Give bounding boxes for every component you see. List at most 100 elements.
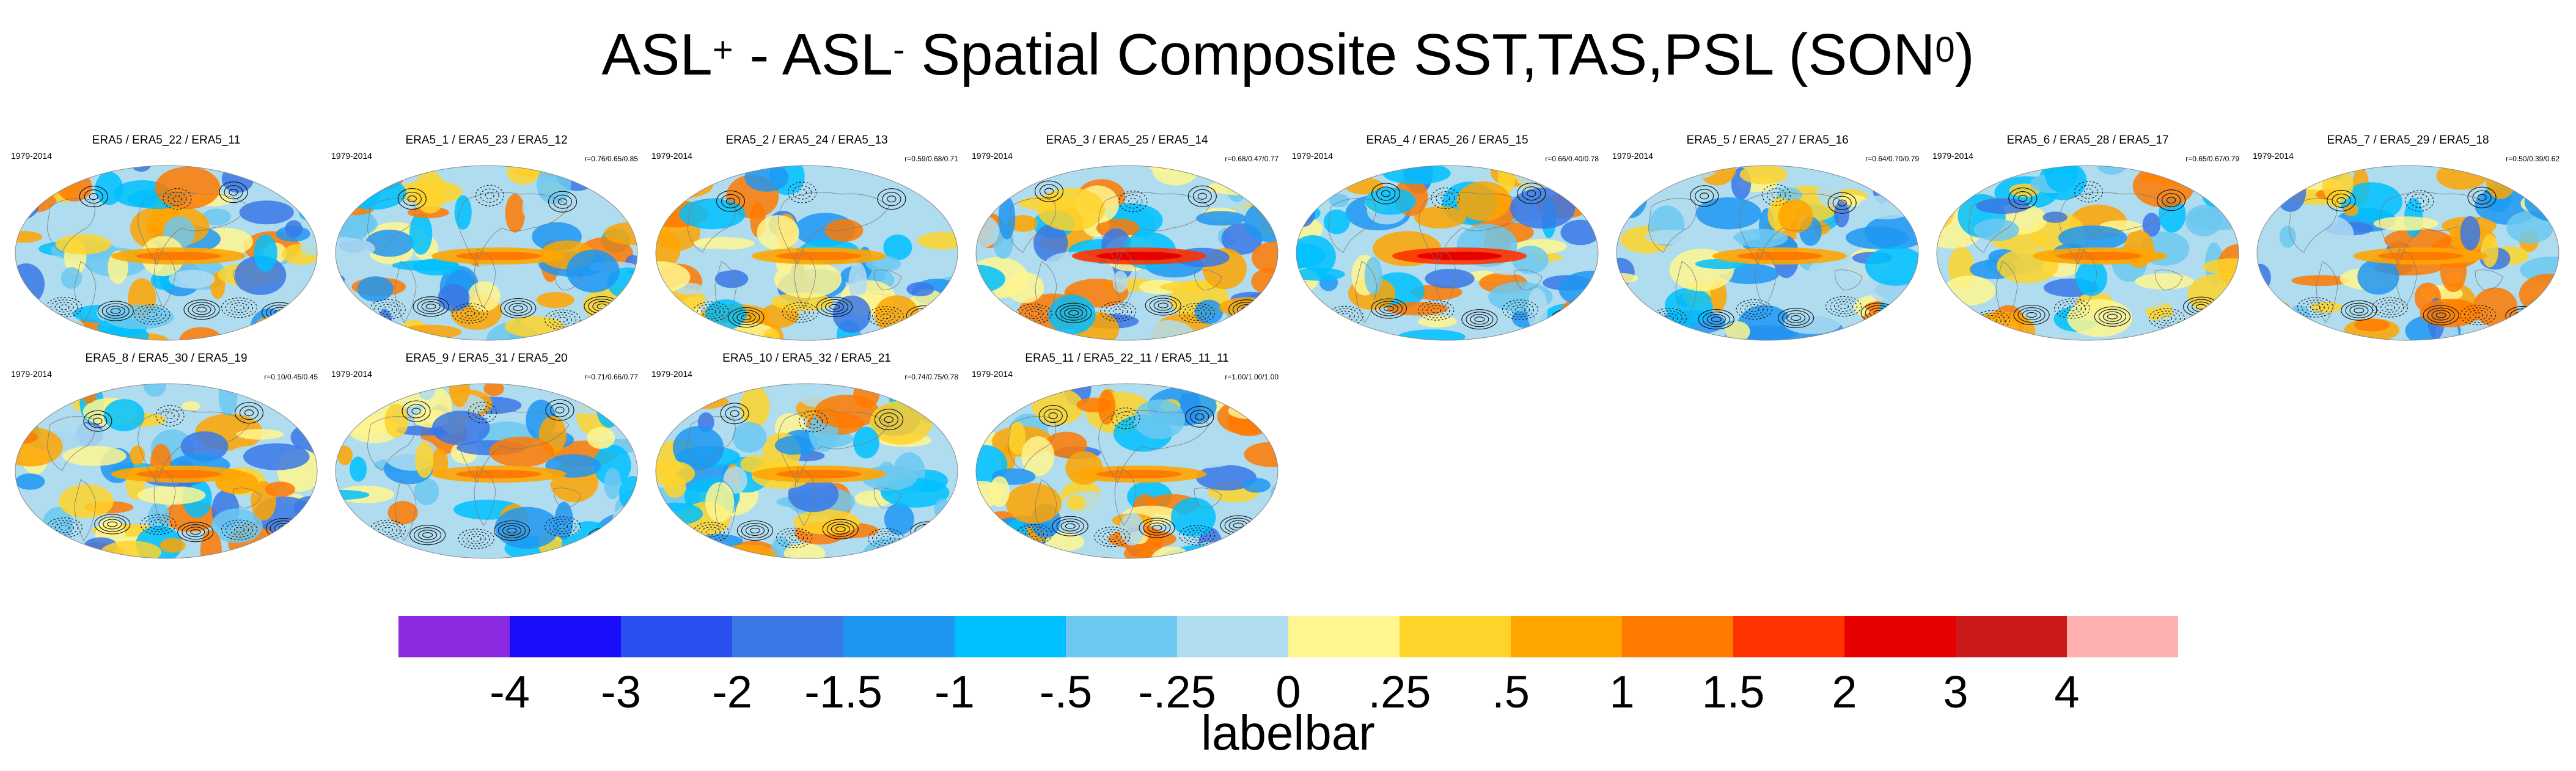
coastline [1098,192,1210,265]
anomaly-blob [59,484,114,519]
psl-contour [89,193,98,200]
psl-contour [2464,307,2492,323]
equatorial-band-core [1737,252,1822,260]
equatorial-band-core [2377,252,2463,260]
map-outline [1936,165,2239,341]
anomaly-blob [726,166,757,173]
panel-title: ERA5 / ERA5_22 / ERA5_11 [92,134,241,147]
psl-contour [1555,311,1583,327]
anomaly-blob [489,436,555,467]
coastline [1194,269,1222,291]
psl-contour [1233,522,1244,528]
coastline [2288,198,2337,253]
anomaly-blob [354,384,386,407]
psl-contour [1111,407,1140,429]
anomaly-blob [365,229,414,257]
coastline [2395,249,2418,308]
anomaly-blob [2384,228,2452,252]
psl-contour [600,535,612,541]
anomaly-blob [2067,299,2132,337]
psl-contour [1187,185,1217,207]
psl-contour [1098,529,1126,545]
coastline [1675,261,1698,323]
psl-contour [466,533,486,544]
map-panel: ERA5_9 / ERA5_31 / ERA5_20 1979-2014 r=0.7… [330,351,643,565]
map-outline [655,383,958,559]
anomaly-blob [906,541,944,558]
map-outline [335,165,638,341]
panel-title: ERA5_10 / ERA5_32 / ERA5_21 [722,352,891,365]
panel-correlation: r=1.00/1.00/1.00 [1225,373,1279,381]
equatorial-band-core [456,252,541,260]
anomaly-blob [1296,235,1336,278]
psl-contour [2467,186,2497,208]
psl-contour [1514,307,1526,313]
anomaly-blob [1006,483,1062,524]
psl-contour [1065,523,1076,529]
psl-contour [799,411,828,433]
anomaly-blob [247,166,313,186]
coastline [1327,198,1376,253]
psl-contour [188,302,216,318]
psl-contour [1024,528,1044,540]
coastline [367,198,416,253]
psl-contour [1056,518,1084,534]
map-outline [975,165,1279,341]
coastline [1114,249,1137,308]
panel-title: ERA5_9 / ERA5_31 / ERA5_20 [405,352,568,365]
anomaly-blob [468,281,501,312]
psl-contour [596,532,616,543]
coastline [1007,416,1056,471]
anomaly-blob [1725,321,1750,340]
psl-contour [1374,301,1403,316]
panel-period: 1979-2014 [1932,151,1973,161]
anomaly-blob [1563,309,1579,335]
anomaly-blob [454,195,472,230]
map-plot [335,165,638,341]
anomaly-blob [2203,258,2239,276]
coastline [687,416,736,471]
anomaly-blob [265,481,295,497]
anomaly-blob [989,476,1010,507]
anomaly-blob [1625,328,1689,340]
psl-contour [1522,186,1541,201]
coastline [1035,261,1057,323]
anomaly-blob [832,295,872,333]
psl-contour [1118,191,1148,213]
coastline [1739,192,1851,265]
coastline [1098,410,1210,483]
anomaly-blob [883,234,912,261]
anomaly-blob [130,445,145,466]
psl-contour [225,522,254,538]
anomaly-blob [656,412,669,440]
psl-contour [1191,310,1203,316]
psl-contour [1827,192,1857,214]
anomaly-blob [1846,226,1909,249]
anomaly-blob [1425,269,1475,289]
anomaly-blob [256,546,315,558]
anomaly-blob [1194,299,1224,324]
anomaly-blob [672,426,724,470]
psl-contour [2152,310,2181,326]
anomaly-blob [930,169,958,189]
psl-contour [1559,313,1579,324]
psl-contour [1711,316,1722,323]
anomaly-blob [357,276,394,302]
anomaly-blob [398,324,462,340]
labelbar-box [1400,616,1511,657]
anomaly-blob [56,234,111,255]
coastline [1007,198,1056,253]
coastline [778,410,890,483]
map-plot [655,165,958,341]
psl-contour [397,188,427,210]
psl-contour [1043,409,1063,423]
anomaly-blob [1297,309,1315,340]
anomaly-blob [2420,298,2481,327]
psl-contour [422,532,433,538]
anomaly-blob [1196,211,1246,226]
psl-contour [462,531,490,547]
anomaly-blob [1417,315,1458,327]
panel-title: ERA5_8 / ERA5_30 / ERA5_19 [85,352,248,365]
anomaly-blob [622,302,637,320]
psl-contour [2468,310,2488,321]
